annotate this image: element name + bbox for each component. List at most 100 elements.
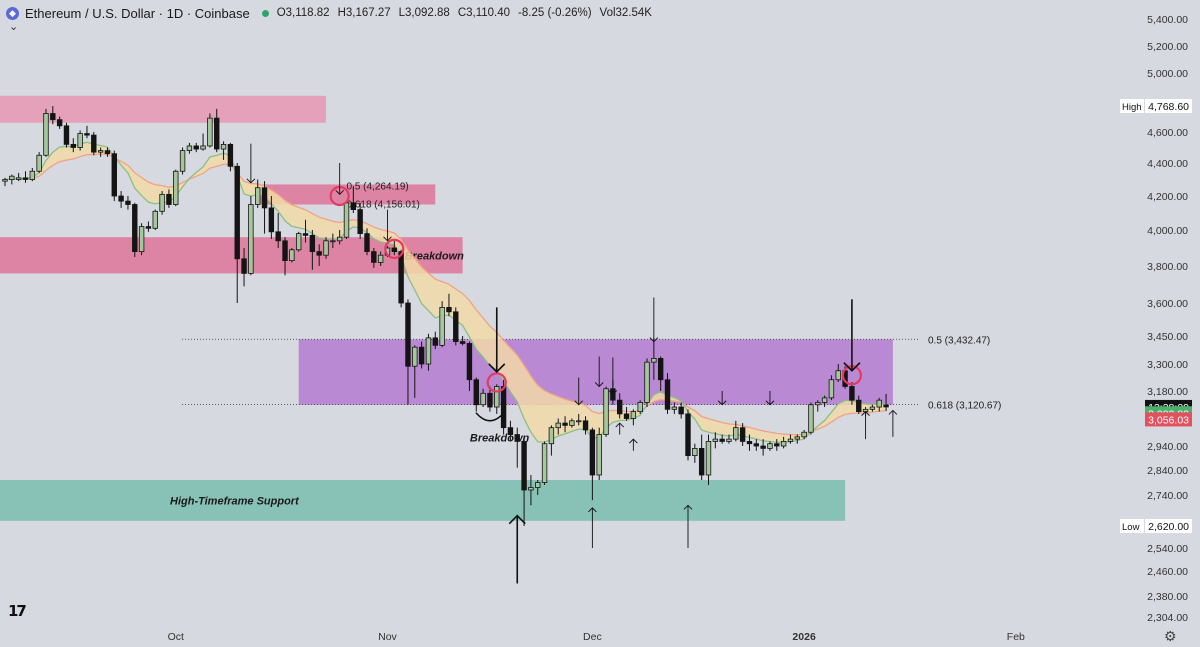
ohlc-high: H3,167.27: [337, 7, 391, 19]
candle-body: [753, 443, 759, 447]
y-tick-label: 2,460.00: [1147, 566, 1188, 578]
candle-body: [179, 150, 186, 172]
badge-prefix: Low: [1122, 522, 1140, 533]
candle-body: [821, 397, 828, 403]
gear-icon[interactable]: ⚙: [1164, 628, 1177, 644]
arrow-head: [888, 409, 898, 415]
candle: [316, 244, 322, 266]
candle: [657, 356, 664, 391]
candle: [377, 251, 384, 266]
price-badge-label: 3,056.03: [1148, 414, 1189, 426]
y-tick-label: 3,300.00: [1147, 359, 1188, 371]
collapse-legend-icon[interactable]: ⌄: [9, 21, 19, 33]
chart-header: ◆ Ethereum / U.S. Dollar · 1D · Coinbase…: [6, 4, 652, 22]
candle: [289, 248, 295, 263]
candle: [84, 125, 90, 139]
candle: [617, 393, 623, 419]
tradingview-logo-icon[interactable]: 17: [8, 602, 27, 620]
candle-body: [186, 145, 193, 151]
candle: [77, 130, 83, 151]
candle: [494, 384, 500, 414]
candle-body: [692, 447, 698, 456]
candle-body: [241, 258, 247, 274]
candle: [651, 337, 657, 380]
candle-body: [794, 436, 800, 440]
candle: [466, 341, 473, 391]
candle-body: [787, 438, 794, 442]
candle-body: [815, 402, 821, 406]
candle: [330, 233, 336, 248]
candle-body: [364, 233, 370, 253]
y-tick-label: 4,000.00: [1147, 225, 1188, 237]
highlight-circle-2: [486, 372, 507, 393]
candle: [439, 301, 445, 348]
candle: [856, 395, 862, 414]
candle: [145, 221, 152, 232]
candle: [36, 152, 42, 173]
arrow-9: [765, 391, 775, 406]
arrow-head: [246, 178, 256, 184]
arrow-head: [608, 390, 618, 396]
candle-body: [548, 427, 555, 445]
candle: [56, 116, 63, 129]
arrow-head: [488, 363, 506, 374]
x-tick-label: 2026: [792, 631, 816, 643]
candle-body: [657, 357, 664, 381]
candle: [43, 108, 49, 157]
candle: [364, 228, 370, 256]
candle-body: [91, 134, 97, 153]
arrow-16: [861, 410, 870, 440]
candle-body: [391, 247, 398, 252]
arrow-4: [574, 377, 584, 406]
candle: [637, 400, 643, 414]
candle: [432, 331, 438, 350]
candle: [828, 375, 835, 401]
candle: [808, 402, 814, 435]
candle-body: [405, 302, 411, 367]
candle-body: [446, 306, 452, 313]
candle: [562, 416, 568, 433]
market-status-icon: [261, 9, 269, 17]
candle-body: [227, 143, 234, 167]
candle-body: [261, 187, 268, 209]
fib-label-0: 0.5 (3,432.47): [928, 335, 990, 346]
candle-body: [733, 427, 739, 440]
candle-body: [166, 193, 172, 205]
candle-body: [719, 438, 725, 442]
candle: [698, 434, 705, 480]
candle-body: [104, 150, 111, 155]
candle-body: [282, 240, 288, 262]
badge-prefix: High: [1122, 102, 1142, 113]
candle: [234, 163, 240, 303]
y-tick-label: 3,800.00: [1147, 261, 1188, 273]
candle: [548, 425, 555, 456]
symbol-title[interactable]: Ethereum / U.S. Dollar · 1D · Coinbase: [25, 5, 250, 21]
candle-body: [651, 357, 657, 363]
candle: [760, 439, 766, 456]
candle: [555, 418, 561, 435]
badge-prefix-bg: [1120, 519, 1144, 533]
candle-body: [193, 145, 199, 150]
arrow-8: [717, 391, 727, 406]
arrow-13: [683, 504, 693, 548]
candle: [104, 147, 111, 157]
candle: [323, 237, 329, 259]
candle-body: [234, 165, 240, 260]
candle: [302, 219, 309, 243]
candle: [480, 388, 486, 408]
candle-body: [487, 392, 493, 408]
candle-body: [500, 386, 507, 429]
arrow-1: [335, 163, 344, 195]
arrow-7: [649, 297, 659, 343]
candle-body: [63, 125, 70, 145]
candle: [111, 150, 117, 202]
fib-label-1: 0.618 (3,120.67): [928, 401, 1001, 412]
candle: [63, 122, 70, 148]
candle-body: [248, 204, 254, 274]
candle-body: [316, 251, 322, 256]
y-tick-label: 5,400.00: [1147, 14, 1188, 26]
candle: [350, 186, 357, 213]
candle: [261, 181, 268, 234]
candle-body: [514, 434, 520, 442]
